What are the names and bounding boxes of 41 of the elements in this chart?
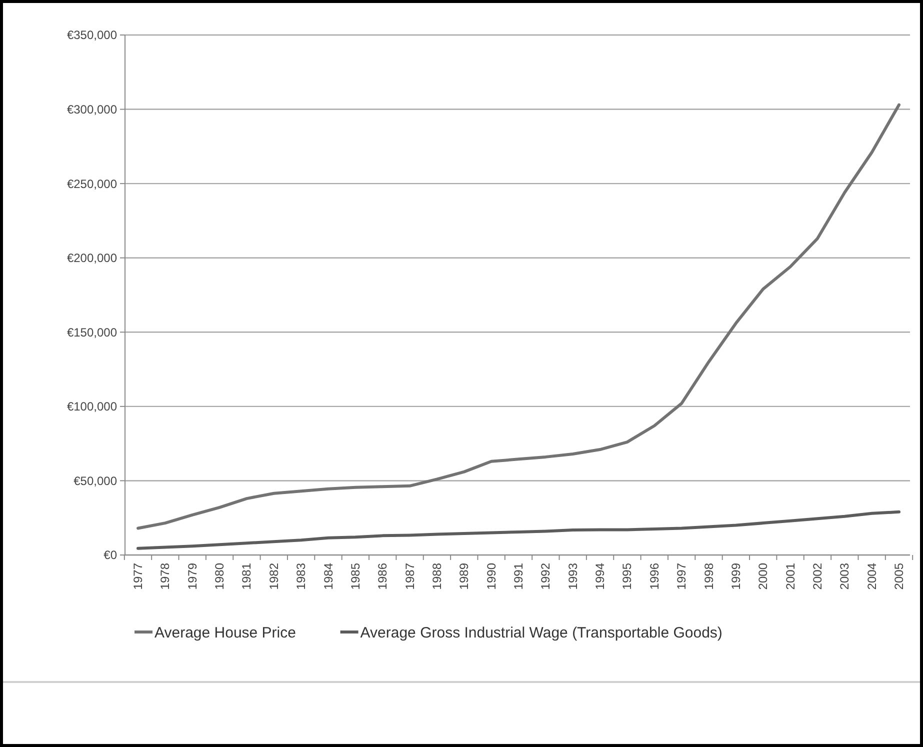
x-tick-label: 1986: [376, 562, 390, 590]
x-tick-label: 1984: [321, 562, 336, 590]
x-tick-label: 1985: [348, 562, 362, 590]
y-tick-label: €150,000: [66, 325, 118, 340]
x-tick-label: 1992: [538, 562, 553, 590]
x-tick-label: 1989: [457, 562, 472, 590]
x-tick-label: 1991: [512, 562, 526, 590]
x-tick-label: 2004: [864, 562, 879, 590]
x-tick-label: 1990: [484, 562, 498, 590]
x-tick-label: 1997: [674, 562, 689, 590]
x-tick-label: 1996: [647, 562, 662, 590]
x-tick-label: 2003: [838, 562, 852, 590]
x-tick-label: 2000: [756, 562, 770, 590]
y-tick-label: €0: [104, 548, 118, 562]
x-tick-label: 2002: [810, 562, 824, 590]
x-tick-label: 2005: [892, 562, 906, 590]
x-tick-label: 1995: [620, 562, 634, 590]
x-tick-label: 1977: [131, 562, 145, 590]
x-tick-label: 1979: [185, 562, 200, 590]
y-tick-label: €300,000: [66, 102, 118, 116]
y-tick-label: €350,000: [66, 28, 118, 42]
x-tick-label: 1980: [212, 562, 227, 590]
line-series: [136, 103, 900, 530]
x-tick-label: 2001: [783, 562, 798, 590]
legend-label: Average Gross Industrial Wage (Transportable Goods): [360, 624, 722, 642]
x-tick-label: 1999: [728, 562, 743, 590]
y-tick-label: €50,000: [74, 474, 118, 488]
legend-label: Average House Price: [154, 624, 296, 642]
y-tick-label: €200,000: [66, 251, 118, 266]
y-tick-label: €250,000: [66, 176, 118, 191]
x-tick-label: 1993: [566, 562, 580, 590]
x-tick-label: 1981: [240, 562, 254, 590]
y-tick-label: €100,000: [66, 400, 118, 414]
x-tick-label: 1987: [402, 562, 417, 590]
x-tick-label: 1994: [593, 562, 608, 590]
x-tick-label: 1978: [158, 562, 172, 590]
line-series: [136, 510, 900, 550]
x-tick-label: 1988: [430, 562, 444, 590]
x-tick-label: 1998: [702, 562, 716, 590]
x-tick-label: 1983: [294, 562, 308, 590]
x-tick-label: 1982: [266, 562, 281, 590]
